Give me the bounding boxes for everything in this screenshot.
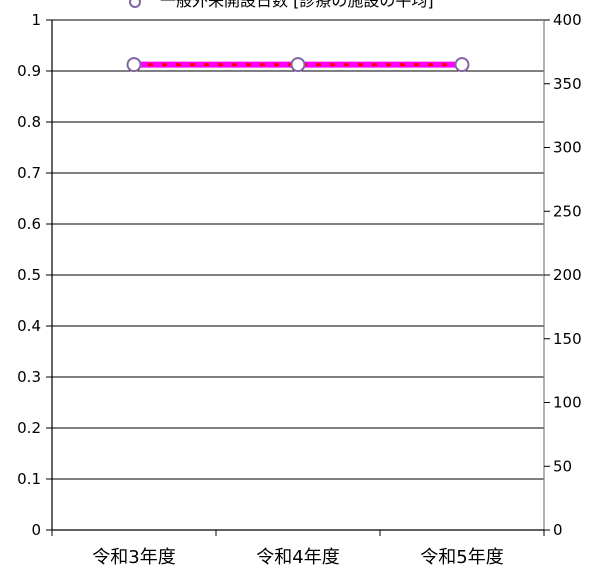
- left-tick-label: 0.3: [17, 368, 41, 386]
- right-axis-ticks: 0 50 100 150 200 250 300 350 400: [544, 11, 582, 539]
- right-tick-label: 150: [553, 330, 582, 348]
- data-point: [290, 57, 306, 73]
- right-tick-label: 50: [553, 457, 572, 475]
- x-category-label: 令和5年度: [420, 547, 503, 568]
- x-category-label: 令和4年度: [256, 547, 339, 568]
- left-axis-ticks: 0 0.1 0.2 0.3 0.4 0.5 0.6 0.7 0.8 0.9 1: [17, 11, 52, 539]
- left-tick-label: 1: [31, 11, 41, 29]
- left-tick-label: 0: [31, 521, 41, 539]
- legend-marker: [129, 0, 141, 8]
- left-tick-label: 0.4: [17, 317, 41, 335]
- data-point: [126, 57, 142, 73]
- right-tick-label: 0: [553, 521, 563, 539]
- x-axis-ticks: 令和3年度 令和4年度 令和5年度: [51, 530, 545, 568]
- left-tick-label: 0.6: [17, 215, 41, 233]
- gridlines: [52, 19, 544, 480]
- left-tick-label: 0.5: [17, 266, 41, 284]
- legend-label: 一般外来開設日数 [診療の施設の平均]: [160, 0, 434, 10]
- x-category-label: 令和3年度: [92, 547, 175, 568]
- data-point: [454, 57, 470, 73]
- left-tick-label: 0.7: [17, 164, 41, 182]
- right-tick-label: 250: [553, 202, 582, 220]
- left-tick-label: 0.1: [17, 470, 41, 488]
- left-tick-label: 0.2: [17, 419, 41, 437]
- right-tick-label: 200: [553, 266, 582, 284]
- series: [126, 57, 470, 73]
- right-tick-label: 400: [553, 11, 582, 29]
- right-tick-label: 100: [553, 394, 582, 412]
- right-tick-label: 350: [553, 75, 582, 93]
- legend: 一般外来開設日数 [診療の施設の平均]: [129, 0, 434, 10]
- left-tick-label: 0.9: [17, 62, 41, 80]
- left-tick-label: 0.8: [17, 113, 41, 131]
- right-tick-label: 300: [553, 139, 582, 157]
